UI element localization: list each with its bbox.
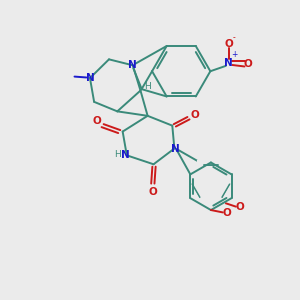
- Text: H: H: [115, 150, 121, 159]
- Text: N: N: [171, 143, 179, 154]
- Text: H: H: [144, 82, 150, 91]
- Text: O: O: [235, 202, 244, 212]
- Text: O: O: [244, 59, 253, 69]
- Text: +: +: [231, 50, 237, 59]
- Text: O: O: [222, 208, 231, 218]
- Text: O: O: [190, 110, 199, 120]
- Text: N: N: [85, 73, 94, 83]
- Text: O: O: [148, 187, 157, 196]
- Text: N: N: [128, 60, 137, 70]
- Text: O: O: [224, 40, 233, 50]
- Text: N: N: [224, 58, 233, 68]
- Text: -: -: [233, 33, 236, 42]
- Text: N: N: [121, 150, 130, 160]
- Text: O: O: [92, 116, 101, 126]
